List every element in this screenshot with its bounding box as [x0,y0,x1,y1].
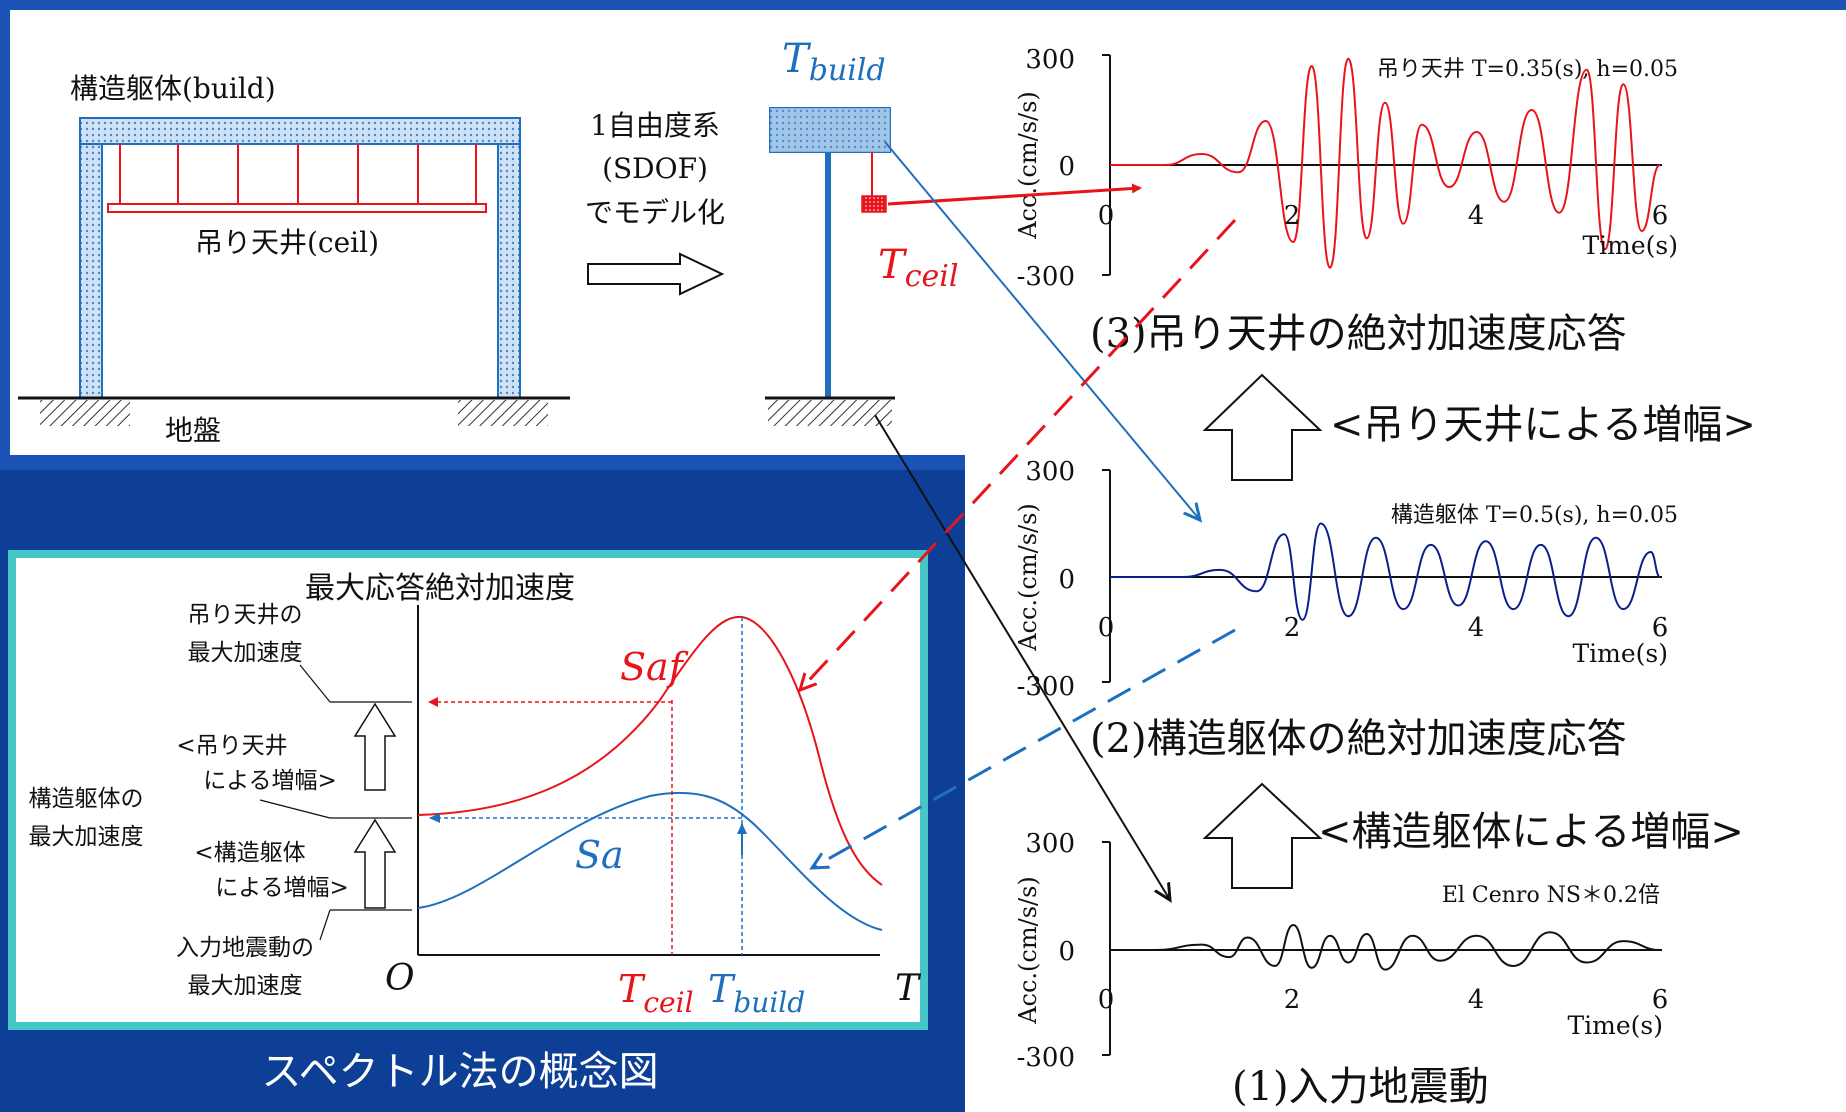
t-build-label: Tbuild [782,36,886,88]
build-to-chart2-arrow [884,141,1200,520]
c3-xlabel: Time(s) [1582,231,1678,260]
c3-ylabel: Acc.(cm/s/s) [1014,91,1042,240]
c1-ylabel: Acc.(cm/s/s) [1014,876,1042,1025]
ceil-wave [1110,57,1661,269]
c2-xtick-4: 4 [1468,613,1485,643]
ceil-to-chart3-arrow [887,183,1142,206]
ceil-max-l1: 吊り天井の [188,602,303,628]
sa-label: Sa [575,833,624,877]
sdof-line1: 1自由度系 [590,109,720,142]
c2-ytick-mid: 0 [1058,565,1075,595]
building-frame [18,117,570,426]
sdof-line3: でモデル化 [585,196,725,229]
c1-xtick-4: 4 [1468,985,1485,1015]
hollow-up-arrow-2 [1202,782,1323,889]
top-left-panel [10,10,965,455]
right-panel [965,10,1846,1112]
amp-ceil-right: <吊り天井による増幅> [1330,402,1756,448]
hollow-up-arrow-1 [1202,373,1323,481]
c3-xtick-4: 4 [1468,201,1485,231]
sa-curve [417,791,883,931]
c3-ytick-bottom: -300 [1017,262,1075,292]
chart-ceil-response: 300 0 -300 0 2 4 6 Time(s) Acc.(cm/s/s) … [1014,45,1678,292]
chart-build-response: 300 0 -300 0 2 4 6 Time(s) Acc.(cm/s/s) … [1014,457,1678,702]
c3-ytick-mid: 0 [1058,152,1075,182]
hollow-up-arrow-build [353,818,397,909]
chart3-to-saf-dashed [800,218,1237,690]
c2-ytick-top: 300 [1025,457,1075,487]
spectrum-tbuild: Tbuild [708,967,805,1019]
c1-legend: El Cenro NS＊0.2倍 [1442,883,1660,908]
chart1-caption: (1)入力地震動 [1232,1064,1489,1110]
ceil-max-l2: 最大加速度 [188,640,303,666]
build-max-l1: 構造躯体の [29,786,144,812]
hollow-right-arrow [587,252,725,296]
c2-xtick-2: 2 [1284,613,1301,643]
input-max-l2: 最大加速度 [188,973,303,999]
suspended-ceiling [107,144,487,213]
sdof-line2: (SDOF) [602,152,708,185]
amp-build-right: <構造躯体による増幅> [1318,809,1744,855]
sdof-model [765,107,895,426]
c1-ytick-bottom: -300 [1017,1043,1075,1073]
amp-ceil-l2: による増幅> [203,768,337,794]
spectrum-title: 最大応答絶対加速度 [305,571,575,606]
chart-input-motion: 300 0 -300 0 2 4 6 Time(s) Acc.(cm/s/s) … [1014,829,1668,1073]
c2-xtick-6: 6 [1652,613,1669,643]
c3-xtick-6: 6 [1652,201,1669,231]
t-axis-label: T [895,968,922,1009]
ground-label: 地盤 [165,414,221,447]
c1-ytick-top: 300 [1025,829,1075,859]
c3-legend: 吊り天井 T=0.35(s), h=0.05 [1377,57,1678,82]
c2-xlabel: Time(s) [1572,639,1668,668]
chart2-to-sa-dashed [812,628,1236,868]
c1-xtick-0: 0 [1098,985,1115,1015]
c2-legend: 構造躯体 T=0.5(s), h=0.05 [1391,503,1678,528]
chart3-caption: (3)吊り天井の絶対加速度応答 [1090,311,1627,357]
origin-label: O [385,958,415,999]
build-wave [1110,522,1661,621]
spectrum-tceil: Tceil [618,967,694,1019]
hollow-up-arrow-ceil [353,702,397,791]
saf-label: Saf [620,645,689,689]
c1-xlabel: Time(s) [1567,1011,1663,1040]
c3-xtick-2: 2 [1284,201,1301,231]
t-ceil-label: Tceil [878,242,958,294]
c1-ytick-mid: 0 [1058,937,1075,967]
input-wave [1109,923,1661,971]
build-label: 構造躯体(build) [70,72,276,105]
amp-build-l2: による増幅> [215,875,349,901]
c1-xtick-2: 2 [1284,985,1301,1015]
c1-xtick-6: 6 [1652,985,1669,1015]
spectrum-panel [16,558,920,1022]
chart2-caption: (2)構造躯体の絶対加速度応答 [1090,716,1627,762]
saf-curve [417,615,883,886]
ceil-label: 吊り天井(ceil) [195,226,379,259]
ground-to-chart1-arrow [874,414,1170,900]
input-max-l1: 入力地震動の [176,935,314,961]
build-max-l2: 最大加速度 [29,824,144,850]
amp-ceil-l1: <吊り天井 [176,733,287,759]
c2-ylabel: Acc.(cm/s/s) [1014,503,1042,652]
c3-xtick-0: 0 [1098,201,1115,231]
c3-ytick-top: 300 [1025,45,1075,75]
c2-xtick-0: 0 [1098,613,1115,643]
amp-build-l1: <構造躯体 [194,840,305,866]
spectrum-caption: スペクトル法の概念図 [261,1049,658,1095]
